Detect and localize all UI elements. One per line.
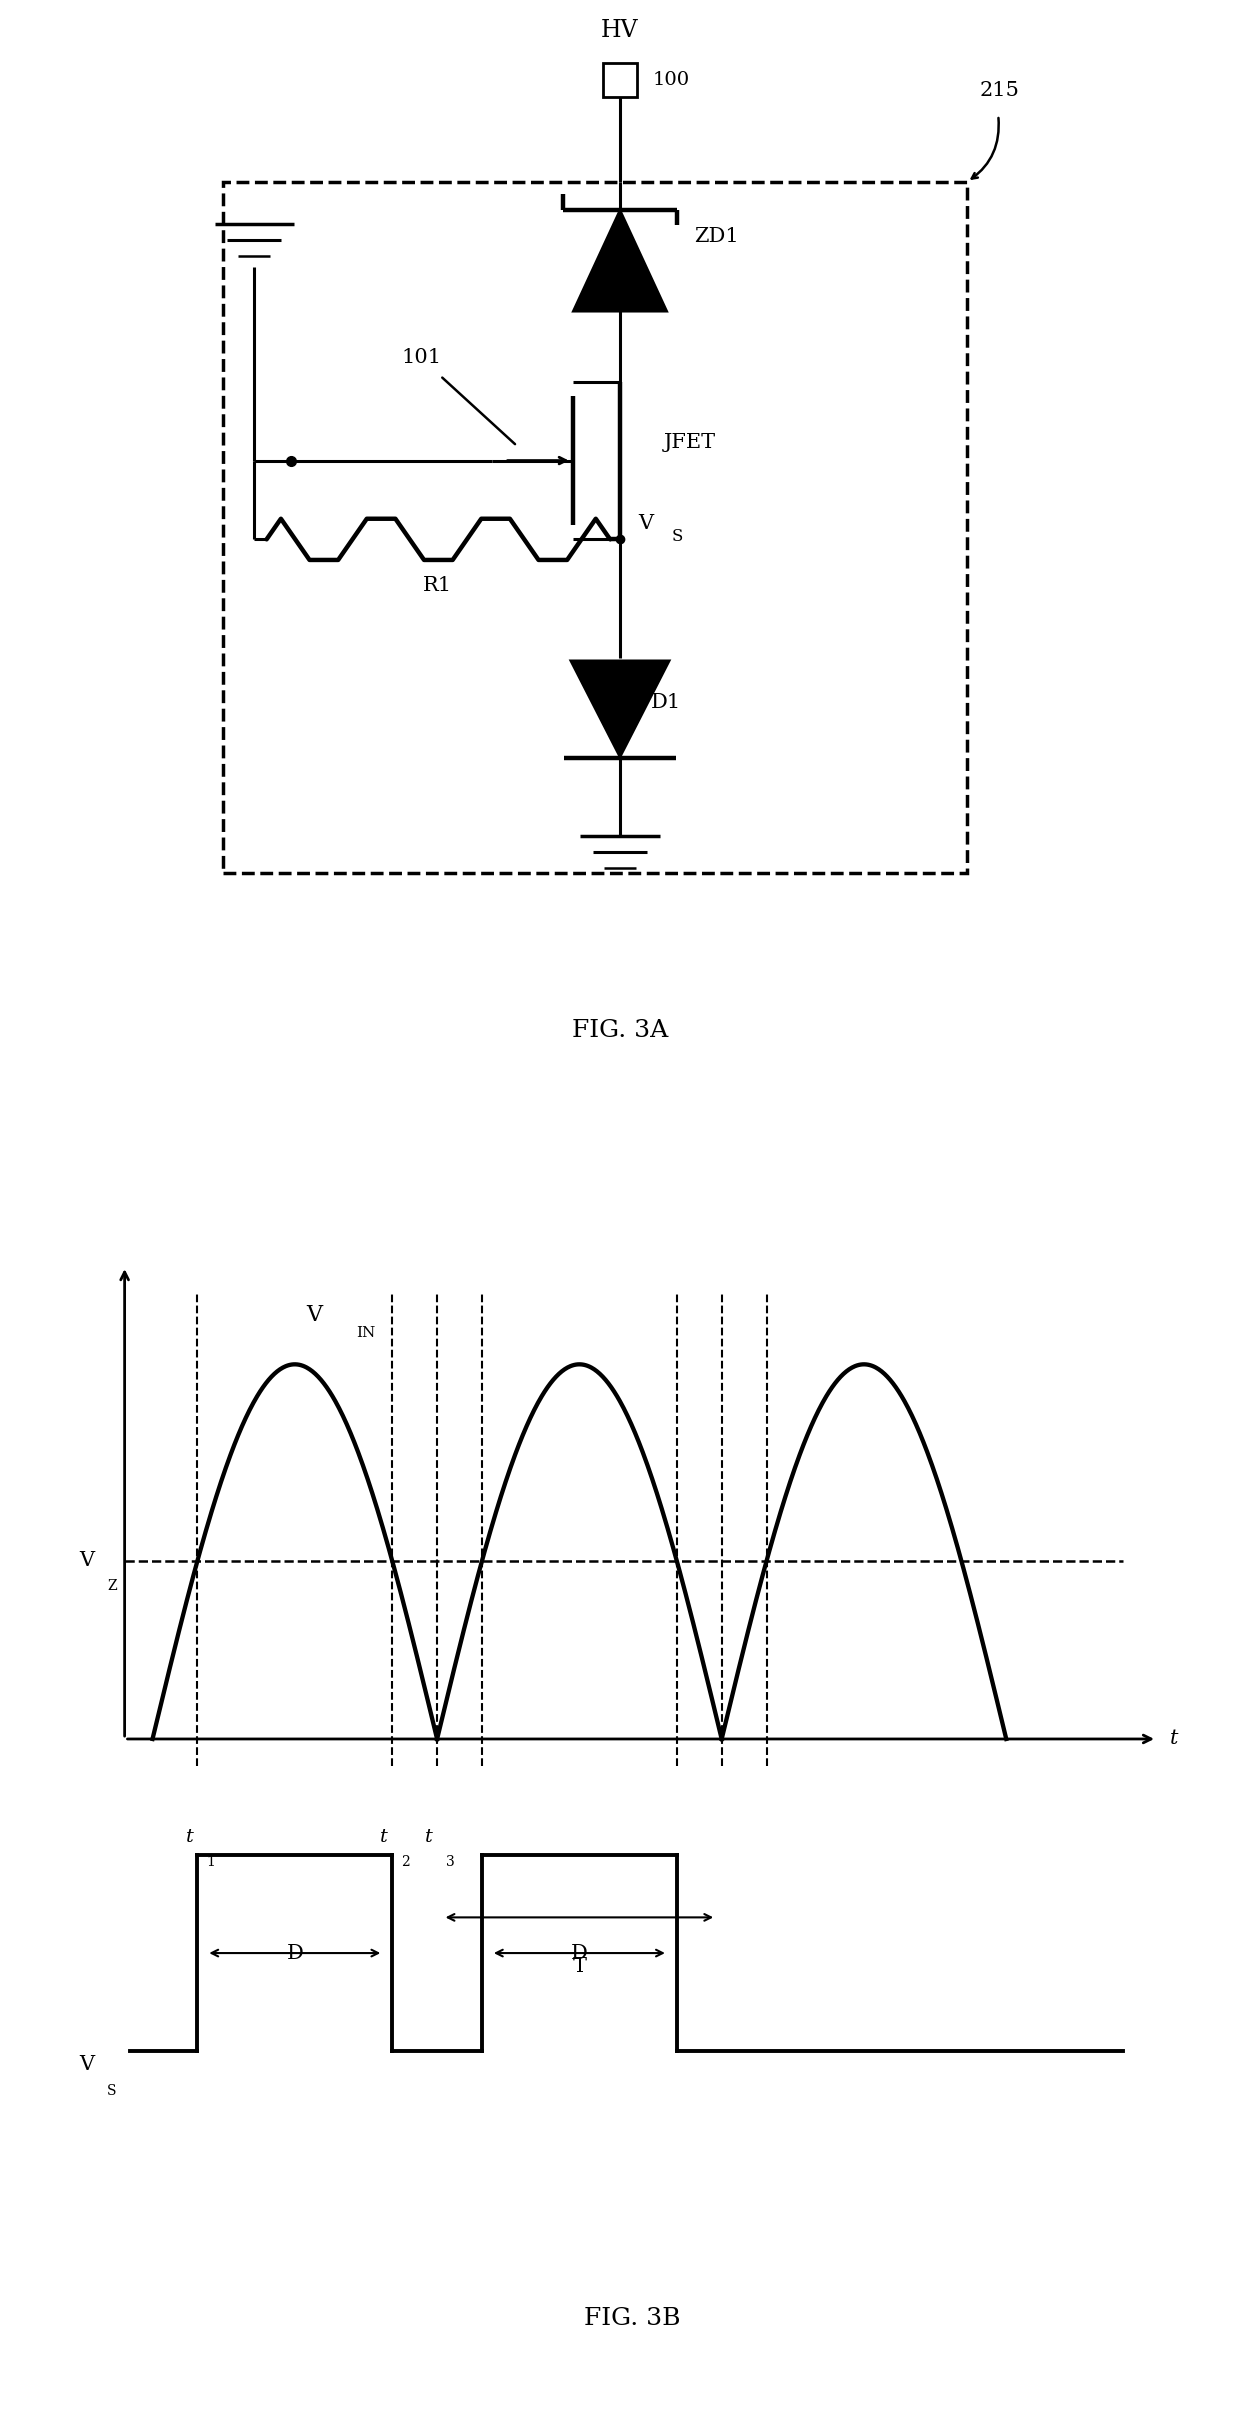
Text: 2: 2: [402, 1854, 410, 1869]
Text: V: V: [79, 2056, 94, 2075]
Polygon shape: [573, 208, 667, 310]
Text: ZD1: ZD1: [694, 228, 739, 245]
Text: t: t: [1171, 1728, 1179, 1748]
Text: S: S: [672, 528, 683, 545]
Text: D: D: [570, 1944, 588, 1963]
Text: 3: 3: [446, 1854, 455, 1869]
Text: 100: 100: [652, 70, 689, 90]
Text: HV: HV: [601, 19, 639, 41]
Text: t: t: [425, 1828, 433, 1847]
Text: V: V: [639, 514, 653, 533]
Text: FIG. 3B: FIG. 3B: [584, 2308, 681, 2329]
Text: V: V: [79, 1551, 94, 1571]
Text: V: V: [306, 1304, 322, 1326]
Text: t: t: [381, 1828, 388, 1847]
Text: t: t: [186, 1828, 193, 1847]
Text: 101: 101: [402, 349, 441, 366]
Text: D: D: [286, 1944, 304, 1963]
Text: 215: 215: [980, 82, 1019, 99]
Text: 1: 1: [206, 1854, 216, 1869]
Polygon shape: [570, 659, 670, 756]
Text: FIG. 3A: FIG. 3A: [572, 1018, 668, 1042]
Text: IN: IN: [356, 1326, 376, 1340]
Text: D1: D1: [651, 693, 681, 713]
Text: Z: Z: [107, 1578, 117, 1593]
Text: JFET: JFET: [663, 434, 715, 451]
Text: T: T: [573, 1956, 587, 1976]
Text: R1: R1: [423, 577, 451, 594]
Text: S: S: [108, 2085, 117, 2099]
